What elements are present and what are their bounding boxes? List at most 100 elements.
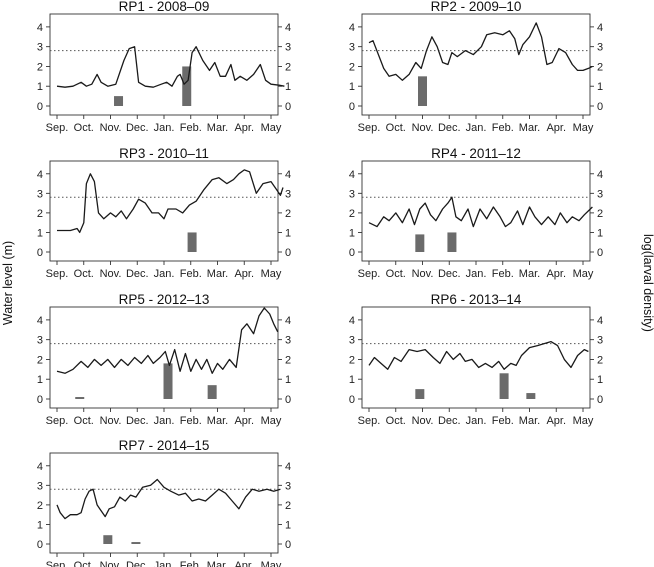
larval-density-bar: [103, 535, 113, 544]
y-tick-label-right: 2: [285, 500, 291, 512]
panel-title: RP5 - 2012–13: [119, 292, 210, 307]
panel-6: RP6 - 2013–14 0 1 2 3 4 0 1 2 3 4 Sep. Oct. Nov. Dec. J…: [349, 292, 603, 427]
plot-frame: [361, 13, 591, 116]
y-tick-label-left: 3: [37, 42, 43, 54]
x-tick-label: Jan.: [154, 560, 175, 567]
y-tick-label-right: 3: [285, 188, 291, 200]
x-tick-label: Dec.: [438, 268, 461, 280]
y-tick-label-left: 2: [349, 354, 355, 366]
plot-frame: [361, 306, 591, 409]
y-tick-label-right: 3: [597, 42, 603, 54]
x-tick-label: Feb.: [492, 268, 514, 280]
water-level-line: [57, 169, 284, 234]
x-tick-label: Dec.: [126, 122, 149, 134]
water-level-line: [56, 478, 281, 520]
x-tick-label: Feb.: [492, 122, 514, 134]
x-tick-label: Oct.: [74, 122, 94, 134]
y-tick-label-right: 4: [285, 169, 291, 181]
x-tick-label: Mar.: [519, 415, 540, 427]
y-tick-label-left: 0: [37, 539, 43, 551]
y-tick-label-left: 1: [37, 227, 43, 239]
y-tick-label-right: 3: [285, 42, 291, 54]
y-tick-label-left: 4: [349, 169, 355, 181]
y-tick-label-left: 1: [37, 519, 43, 531]
larval-density-bar: [75, 397, 85, 399]
y-tick-label-left: 1: [37, 374, 43, 386]
y-tick-label-right: 4: [597, 169, 603, 181]
x-tick-label: Oct.: [386, 122, 406, 134]
panel-title: RP7 - 2014–15: [119, 438, 210, 453]
x-tick-label: May: [261, 122, 282, 134]
y-tick-label-left: 3: [37, 480, 43, 492]
y-tick-label-left: 0: [349, 101, 355, 113]
x-tick-label: Nov.: [100, 122, 122, 134]
larval-density-bar: [415, 234, 425, 252]
y-tick-label-right: 4: [285, 315, 291, 327]
x-tick-label: Mar.: [207, 122, 228, 134]
y-tick-label-left: 2: [37, 500, 43, 512]
water-level-line: [368, 340, 589, 370]
y-tick-label-right: 0: [597, 101, 603, 113]
x-tick-label: Nov.: [412, 122, 434, 134]
x-tick-label: Dec.: [126, 560, 149, 567]
y-tick-label-left: 3: [349, 335, 355, 347]
y-tick-label-right: 3: [597, 188, 603, 200]
y-tick-label-right: 0: [597, 394, 603, 406]
y-tick-label-left: 2: [349, 61, 355, 73]
x-tick-label: Feb.: [180, 415, 202, 427]
y-tick-label-left: 0: [349, 247, 355, 259]
x-tick-label: Sep.: [46, 415, 69, 427]
x-tick-label: Apr.: [546, 268, 566, 280]
y-tick-label-left: 2: [37, 61, 43, 73]
x-tick-label: Apr.: [546, 122, 566, 134]
y-tick-label-left: 4: [37, 22, 43, 34]
y-tick-label-left: 2: [37, 354, 43, 366]
larval-density-bar: [418, 76, 427, 106]
y-tick-label-right: 3: [597, 335, 603, 347]
panel-title: RP2 - 2009–10: [431, 0, 522, 14]
water-level-line: [56, 46, 285, 88]
y-tick-label-left: 3: [37, 188, 43, 200]
x-tick-label: Mar.: [519, 122, 540, 134]
x-tick-label: Sep.: [358, 415, 381, 427]
y-tick-label-left: 0: [37, 101, 43, 113]
y-tick-label-right: 1: [597, 227, 603, 239]
x-tick-label: Feb.: [180, 560, 202, 567]
larval-density-bar: [131, 542, 141, 544]
y-tick-label-right: 4: [285, 22, 291, 34]
y-tick-label-right: 2: [597, 61, 603, 73]
y-tick-label-left: 4: [37, 315, 43, 327]
y-tick-label-right: 4: [597, 315, 603, 327]
x-tick-label: Dec.: [126, 415, 149, 427]
larval-density-bar: [182, 66, 192, 106]
y-tick-label-right: 1: [597, 81, 603, 93]
y-tick-label-right: 1: [597, 374, 603, 386]
x-tick-label: Dec.: [126, 268, 149, 280]
larval-density-bar: [447, 232, 457, 252]
x-tick-label: Apr.: [234, 122, 254, 134]
y-tick-label-left: 2: [37, 208, 43, 220]
y-tick-label-right: 4: [285, 461, 291, 473]
y-tick-label-right: 0: [285, 247, 291, 259]
x-tick-label: Sep.: [46, 122, 69, 134]
x-tick-label: Oct.: [386, 268, 406, 280]
y-tick-label-left: 1: [349, 374, 355, 386]
plot-frame: [49, 13, 279, 116]
panel-5: RP5 - 2012–13 0 1 2 3 4 0 1 2 3 4 Sep. Oct. Nov. Dec. J…: [37, 292, 291, 427]
x-tick-label: Jan.: [466, 415, 487, 427]
y-tick-label-left: 2: [349, 208, 355, 220]
x-tick-label: Apr.: [234, 560, 254, 567]
x-tick-label: Dec.: [438, 415, 461, 427]
x-tick-label: Oct.: [74, 560, 94, 567]
x-tick-label: May: [261, 268, 282, 280]
larval-density-bar: [499, 373, 509, 399]
panel-title: RP4 - 2011–12: [431, 146, 521, 161]
water-level-line: [56, 307, 279, 374]
y-axis-label-left: Water level (m): [1, 241, 15, 325]
y-tick-label-right: 0: [285, 101, 291, 113]
y-tick-label-left: 4: [349, 315, 355, 327]
x-tick-label: Mar.: [207, 560, 228, 567]
y-tick-label-right: 3: [285, 480, 291, 492]
y-tick-label-right: 1: [285, 374, 291, 386]
